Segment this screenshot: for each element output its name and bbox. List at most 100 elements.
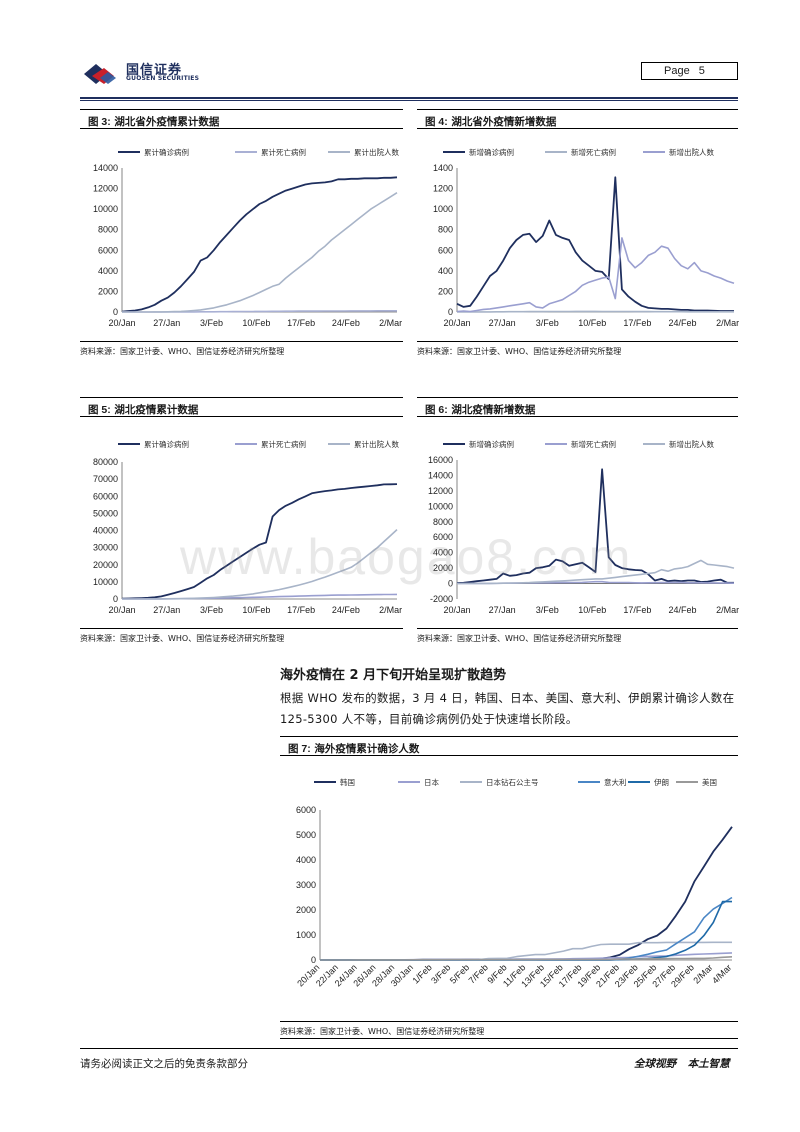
fig5-ytick-4: 40000 bbox=[93, 526, 118, 536]
section-title: 海外疫情在 2 月下旬开始呈现扩散趋势 bbox=[280, 668, 507, 683]
fig7-ytick-6: 6000 bbox=[296, 805, 316, 815]
fig6-ytick-3: 4000 bbox=[433, 548, 453, 558]
fig6-xtick-3: 10/Feb bbox=[578, 605, 606, 615]
fig7-xtick-9: 7/Feb bbox=[467, 962, 490, 985]
fig5-title-text: 湖北疫情累计数据 bbox=[114, 404, 199, 416]
fig6-title: 图 6: 湖北疫情新增数据 bbox=[417, 397, 738, 417]
fig3-xtick-6: 2/Mar bbox=[379, 318, 402, 328]
fig6-xtick-2: 3/Feb bbox=[536, 605, 559, 615]
fig4-legend-label-1: 新增死亡病例 bbox=[571, 147, 616, 157]
fig6-legend-label-1: 新增死亡病例 bbox=[571, 439, 616, 449]
page-number-box: Page 5 bbox=[641, 62, 738, 80]
fig7-ytick-2: 2000 bbox=[296, 905, 316, 915]
footer-slogan-2: 本土智慧 bbox=[687, 1058, 730, 1070]
fig7-legend-label-2: 日本钻石公主号 bbox=[486, 777, 539, 787]
fig5-svg: 累计确诊病例 累计死亡病例 累计出院人数 0 10000 20000 30000 40000 5… bbox=[93, 439, 402, 615]
fig3-ytick-2: 4000 bbox=[98, 266, 118, 276]
fig4-title-text: 湖北省外疫情新增数据 bbox=[451, 116, 557, 128]
fig5-legend-label-0: 累计确诊病例 bbox=[144, 439, 189, 449]
fig7-ytick-5: 5000 bbox=[296, 830, 316, 840]
fig4-xtick-3: 10/Feb bbox=[578, 318, 606, 328]
fig5-ytick-5: 50000 bbox=[93, 508, 118, 518]
fig5-ytick-6: 60000 bbox=[93, 491, 118, 501]
fig7-series-3-line bbox=[320, 896, 733, 961]
fig3-xtick-2: 3/Feb bbox=[200, 318, 223, 328]
fig3-title-text: 湖北省外疫情累计数据 bbox=[114, 116, 220, 128]
fig3-legend-label-0: 累计确诊病例 bbox=[144, 147, 189, 157]
fig6-svg: 新增确诊病例 新增死亡病例 新增出院人数 -2000 0 2000 4000 6000 8000… bbox=[428, 439, 739, 615]
fig6-number: 图 6: bbox=[425, 404, 448, 416]
fig7-legend-label-0: 韩国 bbox=[340, 777, 355, 787]
fig4-svg: 新增确诊病例 新增死亡病例 新增出院人数 0 200 400 600 800 1000 1200 1… bbox=[433, 147, 739, 328]
footer-rule bbox=[80, 1048, 738, 1049]
fig3-series-2-line bbox=[122, 192, 398, 313]
fig5-series-2-line bbox=[122, 529, 398, 600]
fig4-ytick-7: 1400 bbox=[433, 163, 453, 173]
fig7-title: 图 7: 海外疫情累计确诊人数 bbox=[280, 736, 738, 756]
fig6-ytick-9: 16000 bbox=[428, 455, 453, 465]
fig5-ytick-8: 80000 bbox=[93, 457, 118, 467]
fig3-series-0-line bbox=[121, 176, 398, 313]
fig3-title: 图 3: 湖北省外疫情累计数据 bbox=[80, 109, 403, 129]
fig5-title: 图 5: 湖北疫情累计数据 bbox=[80, 397, 403, 417]
fig4-xtick-1: 27/Jan bbox=[489, 318, 516, 328]
fig7-ytick-1: 1000 bbox=[296, 930, 316, 940]
fig7-series-4-line bbox=[320, 900, 732, 961]
fig7-title-text: 海外疫情累计确诊人数 bbox=[314, 743, 420, 755]
fig3-svg: 累计确诊病例 累计死亡病例 累计出院人数 0 2000 4000 6000 8000 10000… bbox=[93, 147, 402, 328]
fig7-legend-label-3: 意大利 bbox=[604, 777, 627, 787]
fig3-ytick-5: 10000 bbox=[93, 204, 118, 214]
fig3-legend-label-2: 累计出院人数 bbox=[354, 147, 399, 157]
logo-en-text: GUOSEN SECURITIES bbox=[126, 75, 200, 82]
fig4-xtick-2: 3/Feb bbox=[536, 318, 559, 328]
fig5-legend-label-2: 累计出院人数 bbox=[354, 439, 399, 449]
page-number: 5 bbox=[698, 65, 705, 77]
fig4-source: 资料来源：国家卫计委、WHO、国信证券经济研究所整理 bbox=[417, 341, 738, 357]
fig6-xtick-4: 17/Feb bbox=[623, 605, 651, 615]
fig3-xtick-4: 17/Feb bbox=[287, 318, 315, 328]
fig6-ytick-2: 2000 bbox=[433, 563, 453, 573]
fig6-xtick-6: 2/Mar bbox=[716, 605, 739, 615]
fig6-legend-label-0: 新增确诊病例 bbox=[469, 439, 514, 449]
fig6-ytick-7: 12000 bbox=[428, 486, 453, 496]
fig7-chart: 韩国 日本 日本钻石公主号 意大利 伊朗 美国 0 1000 2000 3000 4000 5000 6… bbox=[280, 770, 738, 1020]
fig3-xtick-0: 20/Jan bbox=[108, 318, 135, 328]
fig5-chart: 累计确诊病例 累计死亡病例 累计出院人数 0 10000 20000 30000 40000 5… bbox=[80, 432, 403, 627]
fig6-xtick-1: 27/Jan bbox=[489, 605, 516, 615]
fig7-number: 图 7: bbox=[288, 743, 311, 755]
fig7-xtick-6: 1/Feb bbox=[410, 962, 433, 985]
fig4-ytick-4: 800 bbox=[438, 225, 453, 235]
fig7-source: 资料来源：国家卫计委、WHO、国信证券经济研究所整理 bbox=[280, 1021, 738, 1039]
fig6-xtick-5: 24/Feb bbox=[669, 605, 697, 615]
fig6-title-text: 湖北疫情新增数据 bbox=[451, 404, 536, 416]
fig6-ytick-1: 0 bbox=[448, 579, 453, 589]
fig4-title: 图 4: 湖北省外疫情新增数据 bbox=[417, 109, 738, 129]
fig3-ytick-6: 12000 bbox=[93, 184, 118, 194]
fig7-xtick-7: 3/Feb bbox=[429, 962, 452, 985]
fig4-ytick-3: 600 bbox=[438, 245, 453, 255]
fig3-legend-label-1: 累计死亡病例 bbox=[261, 147, 306, 157]
fig7-ytick-4: 4000 bbox=[296, 855, 316, 865]
fig7-series-2-line bbox=[320, 941, 732, 961]
fig4-ytick-2: 400 bbox=[438, 266, 453, 276]
fig4-ytick-0: 0 bbox=[448, 307, 453, 317]
fig6-source: 资料来源：国家卫计委、WHO、国信证券经济研究所整理 bbox=[417, 628, 738, 644]
fig5-number: 图 5: bbox=[88, 404, 111, 416]
fig3-chart: 累计确诊病例 累计死亡病例 累计出院人数 0 2000 4000 6000 8000 10000… bbox=[80, 140, 403, 340]
fig3-ytick-3: 6000 bbox=[98, 245, 118, 255]
fig4-series-2-line bbox=[456, 237, 735, 313]
fig5-ytick-2: 20000 bbox=[93, 560, 118, 570]
fig4-ytick-5: 1000 bbox=[433, 204, 453, 214]
footer-slogan-1: 全球视野 bbox=[634, 1058, 676, 1070]
fig4-chart: 新增确诊病例 新增死亡病例 新增出院人数 0 200 400 600 800 1000 1200 1… bbox=[417, 140, 739, 340]
fig5-series-0-line bbox=[121, 483, 398, 600]
fig3-ytick-4: 8000 bbox=[98, 225, 118, 235]
guosen-logo-icon bbox=[84, 64, 116, 84]
fig4-ytick-6: 1200 bbox=[433, 184, 453, 194]
fig6-series-2-line bbox=[456, 559, 735, 585]
fig7-legend-label-5: 美国 bbox=[702, 777, 717, 787]
fig5-xtick-0: 20/Jan bbox=[108, 605, 135, 615]
fig6-series-0-line bbox=[456, 468, 734, 584]
fig6-ytick-4: 6000 bbox=[433, 532, 453, 542]
fig5-xtick-5: 24/Feb bbox=[332, 605, 360, 615]
